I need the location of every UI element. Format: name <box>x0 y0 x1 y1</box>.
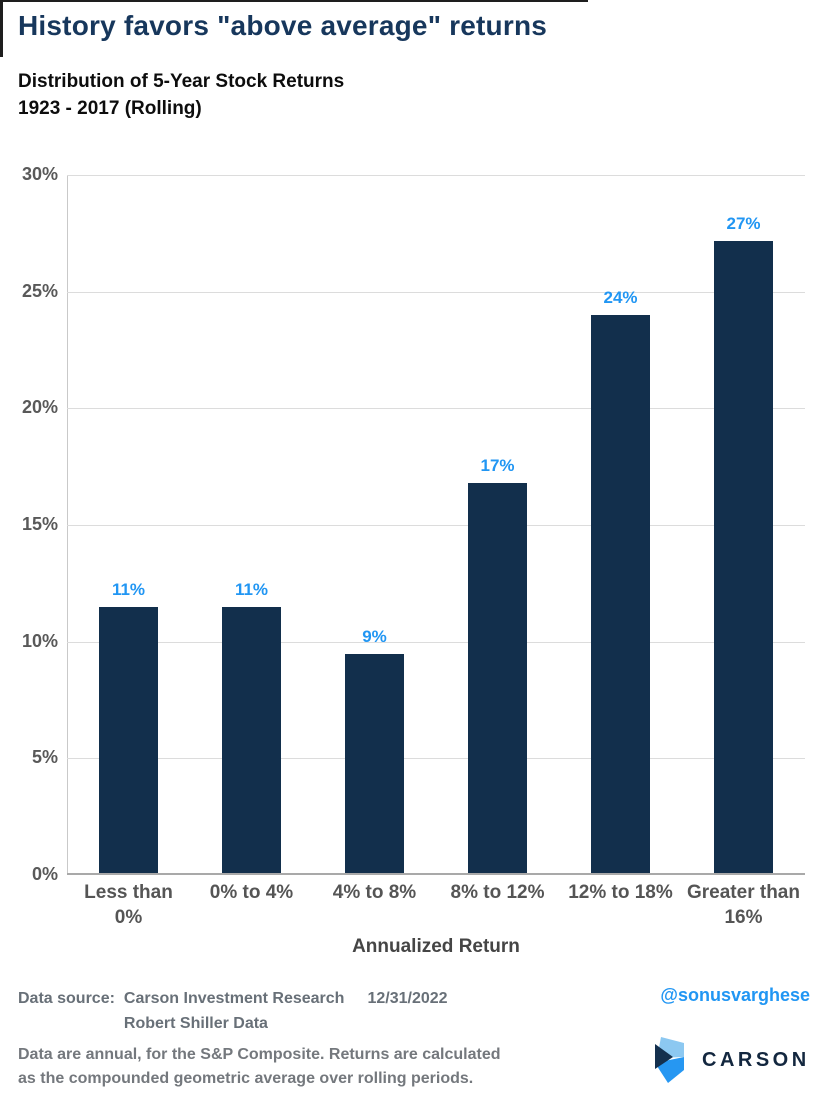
x-tick-label: 4% to 8% <box>332 882 417 903</box>
bar-value-label: 27% <box>726 214 761 233</box>
x-axis-title: Annualized Return <box>352 936 520 957</box>
bar <box>591 315 650 873</box>
x-tick-label: Greater than 16% <box>687 882 800 928</box>
bar-value-label: 11% <box>234 580 269 599</box>
bar <box>99 607 158 873</box>
page-title: History favors "above average" returns <box>18 10 548 41</box>
data-source-line2: Robert Shiller Data <box>123 1014 268 1032</box>
bar <box>345 654 404 873</box>
gridline <box>67 642 805 643</box>
x-axis: Less than 0% 0% to 4% 4% to 8% 8% to 12% 12%… <box>67 881 805 941</box>
twitter-handle: @sonusvarghese <box>660 985 810 1005</box>
bar-value-label: 9% <box>362 627 387 646</box>
gridline <box>67 408 805 409</box>
gridline <box>67 525 805 526</box>
data-source-date: 12/31/2022 <box>367 990 448 1007</box>
x-tick-label: 0% to 4% <box>209 882 294 903</box>
footnote-line2: as the compounded geometric average over… <box>18 1070 474 1087</box>
carson-logo: CARSON <box>650 1036 810 1084</box>
bar <box>222 607 281 873</box>
gridline <box>67 175 805 176</box>
gridline <box>67 292 805 293</box>
y-tick-label: 0% <box>31 864 58 884</box>
bar-value-label: 24% <box>603 288 638 307</box>
bar <box>714 241 773 873</box>
x-tick-label: Less than 0% <box>84 882 173 928</box>
chart-subtitle: Distribution of 5-Year Stock Returns 192… <box>18 69 344 123</box>
y-tick-label: 25% <box>21 281 58 301</box>
chart-subtitle-line2: 1923 - 2017 (Rolling) <box>18 97 202 119</box>
bar <box>468 483 527 873</box>
carson-wordmark: CARSON <box>702 1048 810 1071</box>
data-source-label: Data source: <box>18 990 115 1007</box>
bar-value-label: 17% <box>480 456 515 475</box>
y-tick-label: 5% <box>31 747 58 767</box>
x-tick-label: 12% to 18% <box>568 882 673 903</box>
edge-artifact-top <box>0 0 588 2</box>
y-tick-label: 15% <box>21 514 58 534</box>
carson-logo-icon <box>655 1037 684 1083</box>
chart-subtitle-line1: Distribution of 5-Year Stock Returns <box>18 71 345 92</box>
y-axis: 30% 25% 20% 15% 10% 5% 0% <box>0 164 58 884</box>
x-tick-label: 8% to 12% <box>450 882 545 903</box>
bar-value-label: 11% <box>111 580 146 599</box>
plot-area: 11% 11% 9% 17% 24% 27% <box>67 175 805 875</box>
footnote-line1: Data are annual, for the S&P Composite. … <box>18 1046 501 1063</box>
y-tick-label: 20% <box>21 397 58 417</box>
y-tick-label: 30% <box>21 164 58 184</box>
x-axis-line <box>67 873 805 875</box>
data-source-line1: Carson Investment Research <box>123 990 345 1007</box>
data-source-lines: Carson Investment Research Robert Shille… <box>124 987 345 1037</box>
edge-artifact-left <box>0 0 3 57</box>
footnote: Data are annual, for the S&P Composite. … <box>18 1043 501 1091</box>
y-tick-label: 10% <box>21 631 58 651</box>
data-source: Data source: Carson Investment Research … <box>18 987 448 1037</box>
gridline <box>67 758 805 759</box>
